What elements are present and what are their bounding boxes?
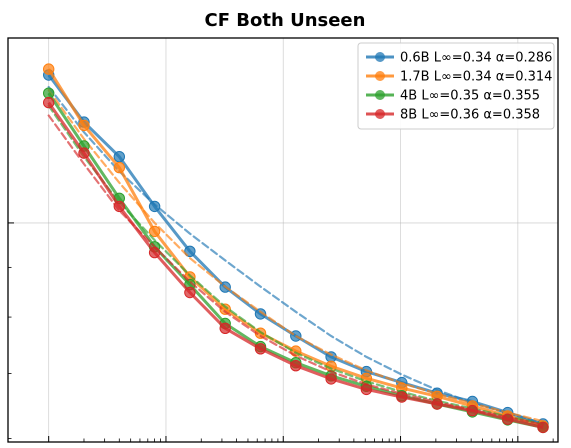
data-point [78,119,90,132]
data-point [290,360,302,372]
data-point [43,96,55,109]
data-point [254,308,267,320]
data-point [148,200,161,213]
fit-line [47,88,545,423]
legend-item: 8B L∞=0.36 α=0.358 [366,108,540,123]
data-point [360,383,373,396]
legend-label: 4B L∞=0.35 α=0.355 [400,89,540,104]
series-4 [43,96,549,434]
data-point [113,161,126,174]
legend-item: 1.7B L∞=0.34 α=0.314 [366,70,552,85]
data-point [184,245,196,258]
data-point [78,147,90,159]
data-point [431,398,443,410]
data-point [113,200,126,213]
series-group [43,63,549,434]
data-point [219,322,231,334]
fit-line [47,85,545,425]
data-point [43,87,55,99]
legend-item: 0.6B L∞=0.34 α=0.286 [366,51,552,66]
legend-label: 1.7B L∞=0.34 α=0.314 [400,70,552,85]
data-point [537,421,549,434]
data-point [113,151,126,163]
legend-box [357,42,555,130]
plot-frame [7,37,559,443]
chart-title: CF Both Unseen [205,10,366,31]
legend-label: 0.6B L∞=0.34 α=0.286 [400,51,552,66]
data-point [325,373,337,385]
data-point [502,413,514,425]
series-line [47,92,544,429]
data-point [466,404,479,417]
legend-swatch-marker [375,71,385,81]
legend-swatch-marker [375,52,385,62]
legend-label: 8B L∞=0.36 α=0.358 [400,108,540,123]
series-line [47,101,544,429]
data-point [184,286,196,299]
legend: 0.6B L∞=0.34 α=0.286 1.7B L∞=0.34 α=0.314… [357,42,555,130]
data-point [43,63,55,75]
series-3 [43,87,549,434]
data-point [219,303,231,315]
data-point [148,225,161,238]
data-point [254,343,267,355]
data-point [396,391,408,403]
legend-swatch-marker [375,90,385,100]
legend-item: 4B L∞=0.35 α=0.355 [366,89,540,104]
legend-swatch-marker [375,109,385,119]
data-point [148,246,161,259]
